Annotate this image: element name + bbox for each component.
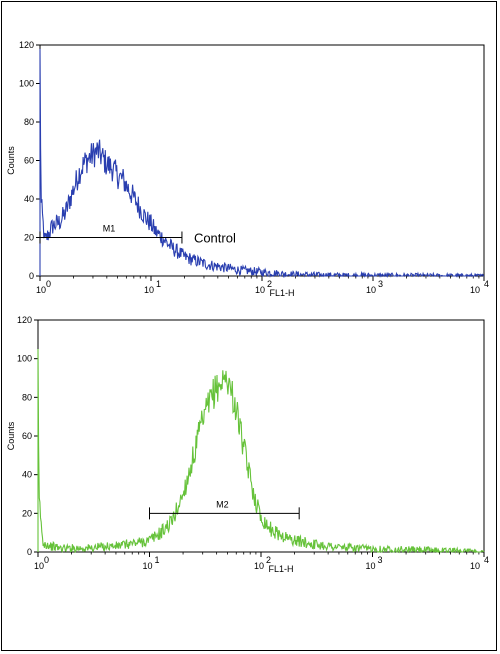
x-tick-exponent: 1 bbox=[156, 279, 161, 289]
x-tick-exponent: 3 bbox=[378, 555, 383, 565]
y-tick-label: 0 bbox=[29, 271, 34, 281]
series-line bbox=[37, 348, 485, 554]
histogram-top: 020406080100120100101102103104FL1-HCount… bbox=[6, 40, 489, 298]
y-tick-label: 60 bbox=[22, 431, 32, 441]
x-tick-label: 10 bbox=[36, 285, 46, 295]
y-tick-label: 100 bbox=[17, 354, 32, 364]
x-tick-label: 10 bbox=[470, 285, 480, 295]
x-tick-exponent: 2 bbox=[267, 279, 272, 289]
x-axis-label: FL1-H bbox=[268, 564, 293, 574]
y-tick-label: 40 bbox=[22, 470, 32, 480]
y-tick-label: 120 bbox=[19, 40, 34, 50]
plot-area bbox=[39, 44, 485, 277]
histogram-bottom: 020406080100120100101102103104FL1-HCount… bbox=[6, 315, 489, 574]
x-tick-exponent: 4 bbox=[484, 555, 489, 565]
x-tick-exponent: 0 bbox=[44, 555, 49, 565]
x-tick-label: 10 bbox=[34, 561, 44, 571]
y-tick-label: 100 bbox=[19, 79, 34, 89]
y-axis-label: Counts bbox=[6, 146, 16, 175]
x-tick-exponent: 4 bbox=[484, 279, 489, 289]
x-tick-exponent: 2 bbox=[266, 555, 271, 565]
x-tick-label: 10 bbox=[254, 561, 264, 571]
y-tick-label: 20 bbox=[22, 508, 32, 518]
series-line bbox=[39, 48, 484, 279]
y-axis-label: Counts bbox=[6, 421, 16, 450]
x-tick-exponent: 1 bbox=[155, 555, 160, 565]
x-tick-label: 10 bbox=[255, 285, 265, 295]
y-tick-label: 20 bbox=[24, 233, 34, 243]
y-tick-label: 80 bbox=[24, 117, 34, 127]
y-tick-label: 80 bbox=[22, 392, 32, 402]
x-tick-label: 10 bbox=[142, 561, 152, 571]
y-tick-label: 40 bbox=[24, 194, 34, 204]
x-axis-label: FL1-H bbox=[269, 288, 294, 298]
control-annotation: Control bbox=[194, 231, 236, 246]
y-tick-label: 60 bbox=[24, 156, 34, 166]
gate-label: M2 bbox=[216, 499, 229, 509]
x-tick-label: 10 bbox=[470, 561, 480, 571]
x-tick-exponent: 3 bbox=[378, 279, 383, 289]
y-tick-label: 120 bbox=[17, 315, 32, 325]
x-tick-label: 10 bbox=[366, 285, 376, 295]
x-tick-label: 10 bbox=[365, 561, 375, 571]
y-tick-label: 0 bbox=[27, 547, 32, 557]
gate-label: M1 bbox=[103, 224, 116, 234]
x-tick-label: 10 bbox=[144, 285, 154, 295]
x-tick-exponent: 0 bbox=[46, 279, 51, 289]
